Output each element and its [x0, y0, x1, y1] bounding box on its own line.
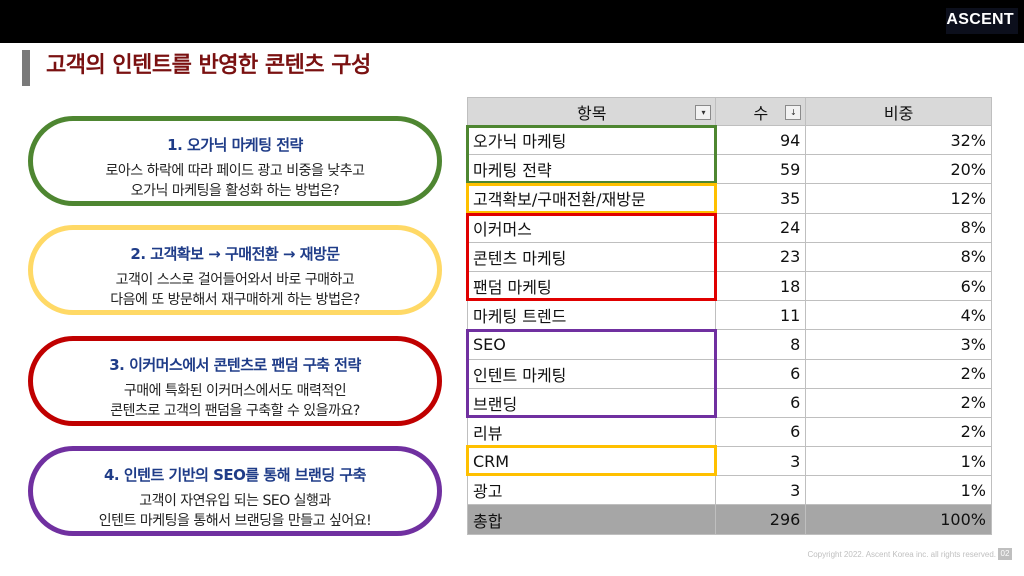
card-description: 고객이 스스로 걸어들어와서 바로 구매하고 다음에 또 방문해서 재구매하게 …	[110, 272, 360, 308]
table-row: 오가닉 마케팅 94 32%	[466, 124, 992, 156]
card-title: 4. 인텐트 기반의 SEO를 통해 브랜딩 구축	[104, 466, 366, 484]
table-row: 콘텐츠 마케팅 23 8%	[466, 241, 992, 272]
page-number: 02	[998, 548, 1012, 560]
strategy-card-4: 4. 인텐트 기반의 SEO를 통해 브랜딩 구축 고객이 자연유입 되는 SE…	[28, 446, 442, 536]
table-row: 마케팅 전략 59 20%	[466, 154, 992, 185]
card-title: 2. 고객확보 → 구매전환 → 재방문	[130, 245, 340, 263]
top-bar	[0, 0, 1024, 43]
logo-background	[946, 8, 1018, 34]
keyword-table: 항목 ▾ 수 ↓ 비중 오가닉 마케팅 94 32% 마케팅 전략 59 20% 고객확…	[466, 97, 992, 535]
table-header-row: 항목 ▾ 수 ↓ 비중	[466, 97, 992, 126]
header-ratio: 비중	[805, 97, 992, 126]
table-total-row: 총합 296 100%	[466, 504, 992, 535]
table-row: CRM 3 1%	[466, 446, 992, 477]
header-count: 수 ↓	[715, 97, 807, 126]
filter-dropdown-icon[interactable]: ▾	[695, 105, 712, 120]
strategy-card-1: 1. 오가닉 마케팅 전략 로아스 하락에 따라 페이드 광고 비중을 낮추고 …	[28, 116, 442, 206]
table-row: 리뷰 6 2%	[466, 416, 992, 448]
strategy-card-3: 3. 이커머스에서 콘텐츠로 팬덤 구축 전략 구매에 특화된 이커머스에서도 …	[28, 336, 442, 426]
title-accent-bar	[22, 50, 30, 86]
copyright-text: Copyright 2022. Ascent Korea inc. all ri…	[807, 550, 996, 559]
table-row: 브랜딩 6 2%	[466, 387, 992, 418]
table-row: SEO 8 3%	[466, 329, 992, 360]
card-title: 1. 오가닉 마케팅 전략	[167, 136, 303, 154]
strategy-card-2: 2. 고객확보 → 구매전환 → 재방문 고객이 스스로 걸어들어와서 바로 구…	[28, 225, 442, 315]
card-title: 3. 이커머스에서 콘텐츠로 팬덤 구축 전략	[109, 356, 361, 374]
table-row: 마케팅 트렌드 11 4%	[466, 300, 992, 331]
table-row: 광고 3 1%	[466, 475, 992, 506]
card-description: 로아스 하락에 따라 페이드 광고 비중을 낮추고 오가닉 마케팅을 활성화 하…	[105, 163, 365, 199]
table-row: 이커머스 24 8%	[466, 212, 992, 243]
header-item: 항목 ▾	[466, 97, 717, 126]
card-description: 구매에 특화된 이커머스에서도 매력적인 콘텐츠로 고객의 팬덤을 구축할 수 …	[110, 383, 360, 419]
sort-descending-icon[interactable]: ↓	[785, 105, 802, 120]
table-row: 팬덤 마케팅 18 6%	[466, 270, 992, 302]
ascent-logo: ASCENT	[946, 11, 1014, 28]
table-row: 인텐트 마케팅 6 2%	[466, 358, 992, 389]
table-row: 고객확보/구매전환/재방문 35 12%	[466, 183, 992, 214]
card-description: 고객이 자연유입 되는 SEO 실행과 인텐트 마케팅을 통해서 브랜딩을 만들…	[98, 493, 372, 529]
page-title: 고객의 인텐트를 반영한 콘텐츠 구성	[46, 53, 371, 78]
